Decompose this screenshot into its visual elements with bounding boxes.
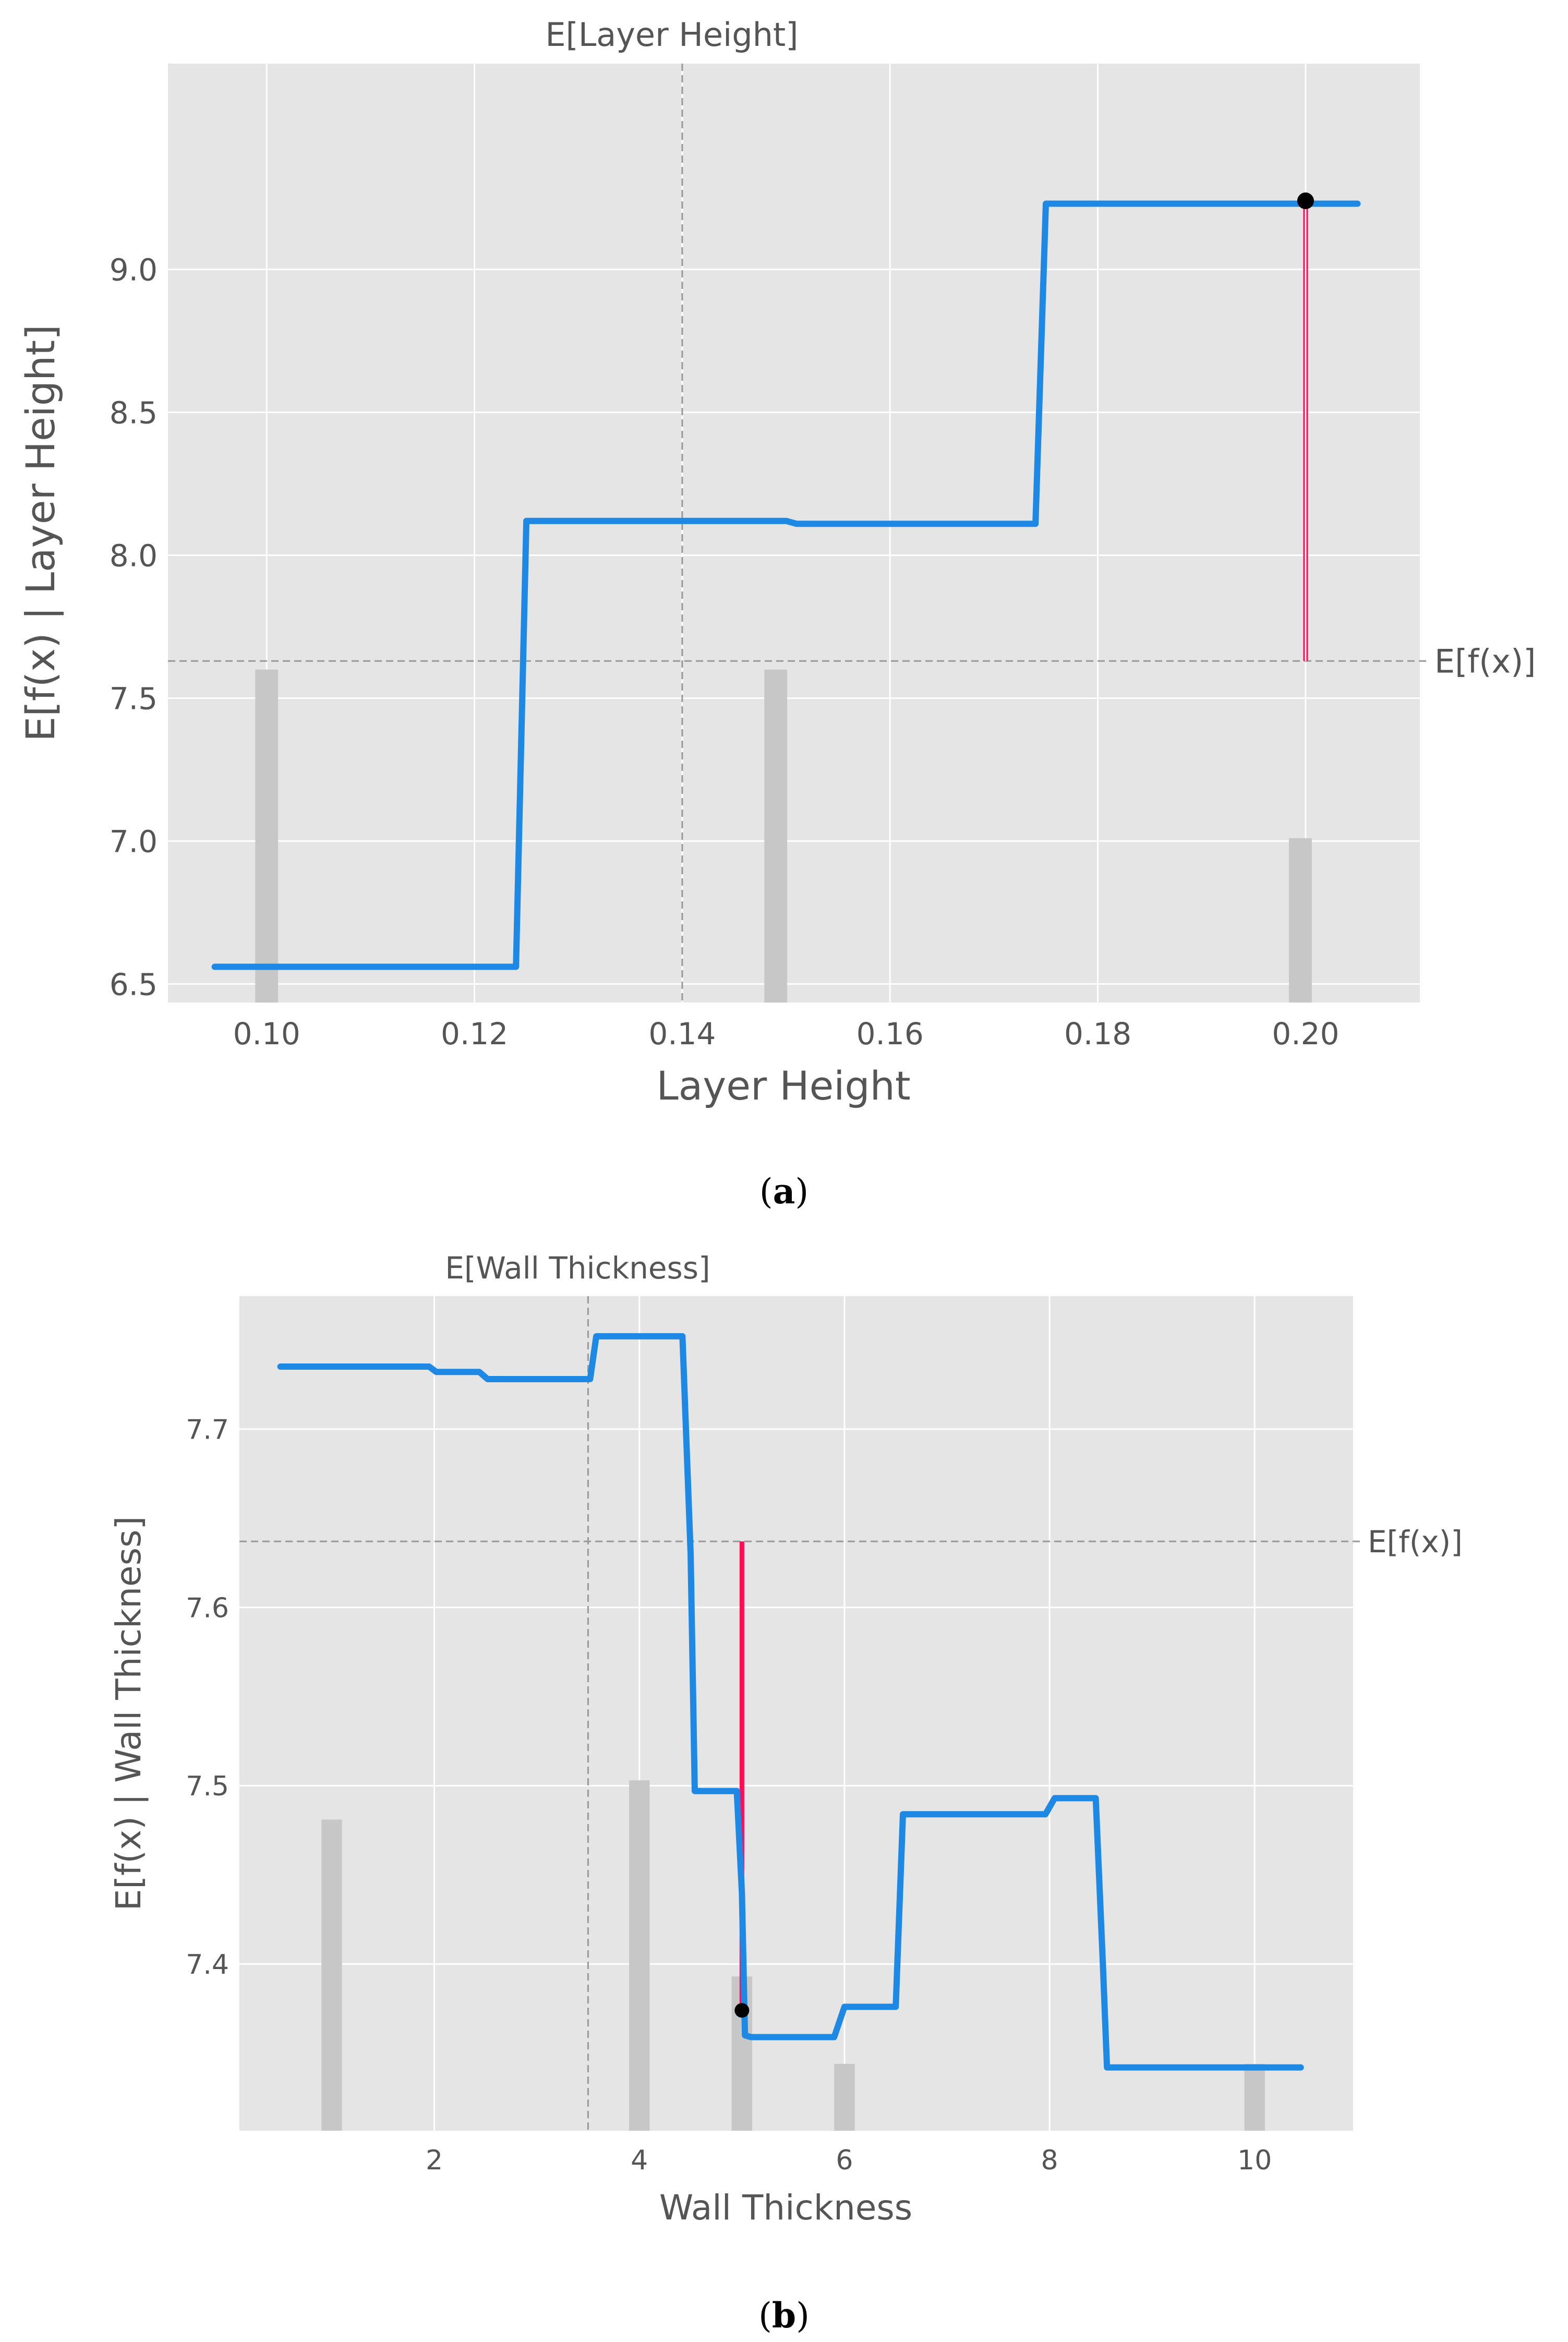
histogram-bar: [1289, 838, 1312, 1003]
y-tick-label: 9.0: [110, 252, 158, 287]
y-tick-label: 7.6: [186, 1592, 229, 1624]
y-tick-label: 7.0: [110, 824, 158, 859]
plot-area: [239, 1296, 1353, 2131]
panel-b-wall-thickness-dependence-plot: 2 4 6 8 10 7.4 7.5 7.6 7.7 Wall Thickness E[f(x) |…: [108, 1250, 1463, 2228]
y-tick-label: 8.5: [110, 395, 158, 430]
panel-b-caption: (b): [758, 2295, 810, 2336]
x-tick-label: 10: [1237, 2145, 1272, 2176]
dependence-curve: [211, 200, 1361, 970]
x-tick-label: 0.10: [233, 1016, 300, 1052]
x-tick-label: 0.12: [441, 1016, 508, 1052]
y-tick-label: 7.5: [110, 681, 158, 716]
y-tick-label: 7.7: [186, 1414, 229, 1445]
x-axis-label: Wall Thickness: [659, 2188, 912, 2228]
histogram-bar: [321, 1819, 342, 2131]
y-tick-label: 6.5: [110, 967, 158, 1002]
panel-a-caption: (a): [759, 1171, 809, 1212]
feature-mean-label: E[Layer Height]: [545, 16, 798, 54]
x-tick-label: 0.16: [857, 1016, 924, 1052]
expected-value-label: E[f(x)]: [1368, 1524, 1463, 1560]
histogram-bar: [834, 2063, 855, 2131]
x-tick-label: 6: [836, 2145, 853, 2176]
x-axis-label: Layer Height: [656, 1063, 910, 1109]
x-tick-label: 8: [1041, 2145, 1058, 2176]
y-tick-label: 8.0: [110, 538, 158, 573]
histogram-bar: [629, 1780, 650, 2131]
x-tick-label: 0.18: [1064, 1016, 1131, 1052]
x-tick-label: 0.20: [1272, 1016, 1339, 1052]
histogram-bar: [255, 669, 279, 1003]
y-tick-label: 7.5: [186, 1771, 229, 1802]
panel-a-layer-height-dependence-plot: 0.10 0.12 0.14 0.16 0.18 0.20 6.5 7.0 7.5 8.0 8.5 9…: [17, 16, 1536, 1109]
x-tick-label: 2: [426, 2145, 443, 2176]
histogram-bar: [1244, 2063, 1265, 2131]
histogram-bar: [764, 669, 788, 1003]
instance-marker: [734, 2003, 750, 2018]
y-tick-label: 7.4: [186, 1949, 229, 1981]
x-tick-label: 4: [631, 2145, 648, 2176]
expected-value-label: E[f(x)]: [1434, 643, 1536, 681]
dependence-curve: [277, 1333, 1304, 2071]
instance-marker: [1297, 192, 1314, 210]
plot-area: [168, 64, 1420, 1003]
y-axis-label: E[f(x) | Layer Height]: [17, 324, 64, 742]
feature-mean-label: E[Wall Thickness]: [445, 1250, 710, 1286]
y-axis-label: E[f(x) | Wall Thickness]: [108, 1516, 149, 1911]
x-tick-label: 0.14: [648, 1016, 716, 1052]
